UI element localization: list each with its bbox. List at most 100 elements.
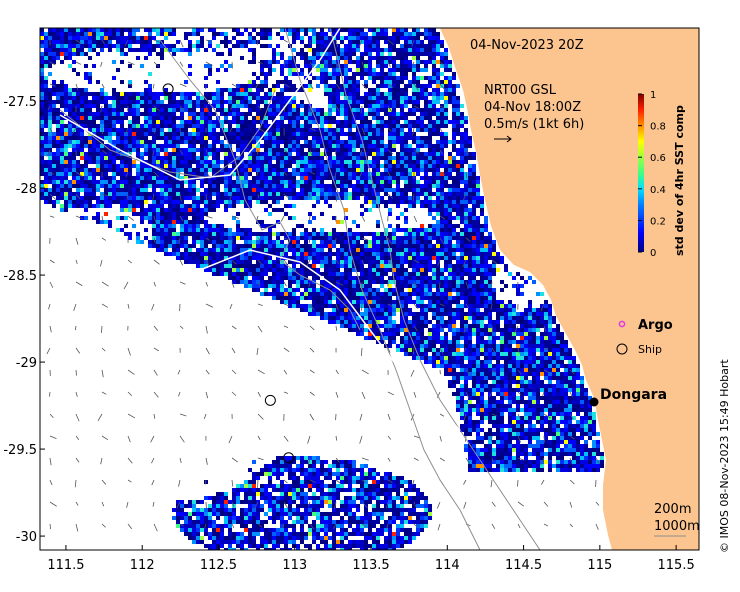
sst-cell (208, 128, 212, 132)
sst-cell (128, 104, 132, 108)
sst-cell (416, 76, 420, 80)
sst-cell (352, 108, 356, 112)
sst-cell (252, 244, 256, 248)
sst-cell (420, 48, 424, 52)
sst-cell (320, 128, 324, 132)
sst-cell (128, 132, 132, 136)
sst-cell (84, 64, 88, 68)
sst-cell (388, 132, 392, 136)
sst-cell (164, 140, 168, 144)
sst-cell (240, 244, 244, 248)
sst-cell (64, 44, 68, 48)
sst-cell (48, 140, 52, 144)
sst-cell (368, 188, 372, 192)
sst-cell (52, 108, 56, 112)
sst-cell (260, 264, 264, 268)
sst-cell (204, 92, 208, 96)
sst-cell (40, 172, 44, 176)
sst-cell (200, 100, 204, 104)
sst-cell (304, 260, 308, 264)
sst-cell (212, 272, 216, 276)
sst-cell (372, 240, 376, 244)
sst-cell (152, 216, 156, 220)
sst-cell (324, 132, 328, 136)
sst-cell (164, 172, 168, 176)
sst-cell (464, 180, 468, 184)
sst-cell (88, 44, 92, 48)
sst-cell (100, 136, 104, 140)
sst-cell (152, 36, 156, 40)
sst-cell (108, 108, 112, 112)
sst-cell (396, 228, 400, 232)
sst-cell (216, 100, 220, 104)
sst-cell (204, 112, 208, 116)
sst-cell (212, 192, 216, 196)
sst-cell (332, 156, 336, 160)
sst-cell (468, 276, 472, 280)
sst-cell (348, 52, 352, 56)
sst-cell (332, 184, 336, 188)
sst-cell (156, 144, 160, 148)
sst-cell (224, 232, 228, 236)
sst-cell (332, 280, 336, 284)
sst-cell (476, 204, 480, 208)
sst-cell (272, 60, 276, 64)
sst-cell (372, 96, 376, 100)
sst-cell (200, 164, 204, 168)
sst-cell (472, 216, 476, 220)
sst-cell (324, 52, 328, 56)
sst-cell (272, 68, 276, 72)
sst-cell (264, 256, 268, 260)
sst-cell (428, 100, 432, 104)
sst-cell (120, 60, 124, 64)
sst-cell (60, 148, 64, 152)
sst-cell (468, 144, 472, 148)
sst-cell (420, 120, 424, 124)
sst-cell (84, 188, 88, 192)
sst-cell (188, 188, 192, 192)
sst-cell (128, 236, 132, 240)
sst-cell (280, 36, 284, 40)
sst-cell (172, 252, 176, 256)
sst-cell (188, 120, 192, 124)
sst-cell (132, 140, 136, 144)
sst-cell (172, 208, 176, 212)
sst-cell (436, 200, 440, 204)
sst-cell (400, 244, 404, 248)
sst-cell (312, 52, 316, 56)
sst-cell (148, 52, 152, 56)
sst-cell (476, 256, 480, 260)
sst-cell (336, 128, 340, 132)
sst-cell (460, 180, 464, 184)
sst-cell (308, 184, 312, 188)
sst-cell (408, 188, 412, 192)
sst-cell (272, 200, 276, 204)
sst-cell (308, 196, 312, 200)
sst-cell (88, 156, 92, 160)
sst-cell (208, 116, 212, 120)
sst-cell (252, 80, 256, 84)
sst-cell (212, 160, 216, 164)
sst-cell (460, 148, 464, 152)
sst-cell (244, 184, 248, 188)
sst-cell (332, 236, 336, 240)
sst-cell (80, 28, 84, 32)
sst-cell (260, 144, 264, 148)
sst-cell (348, 228, 352, 232)
sst-cell (364, 184, 368, 188)
sst-cell (188, 184, 192, 188)
sst-cell (200, 160, 204, 164)
sst-cell (400, 140, 404, 144)
sst-cell (172, 104, 176, 108)
sst-cell (380, 96, 384, 100)
sst-cell (208, 104, 212, 108)
sst-cell (176, 128, 180, 132)
sst-cell (272, 176, 276, 180)
sst-cell (216, 96, 220, 100)
sst-cell (368, 180, 372, 184)
sst-cell (80, 124, 84, 128)
sst-cell (416, 140, 420, 144)
sst-cell (92, 36, 96, 40)
sst-cell (364, 132, 368, 136)
sst-cell (480, 276, 484, 280)
